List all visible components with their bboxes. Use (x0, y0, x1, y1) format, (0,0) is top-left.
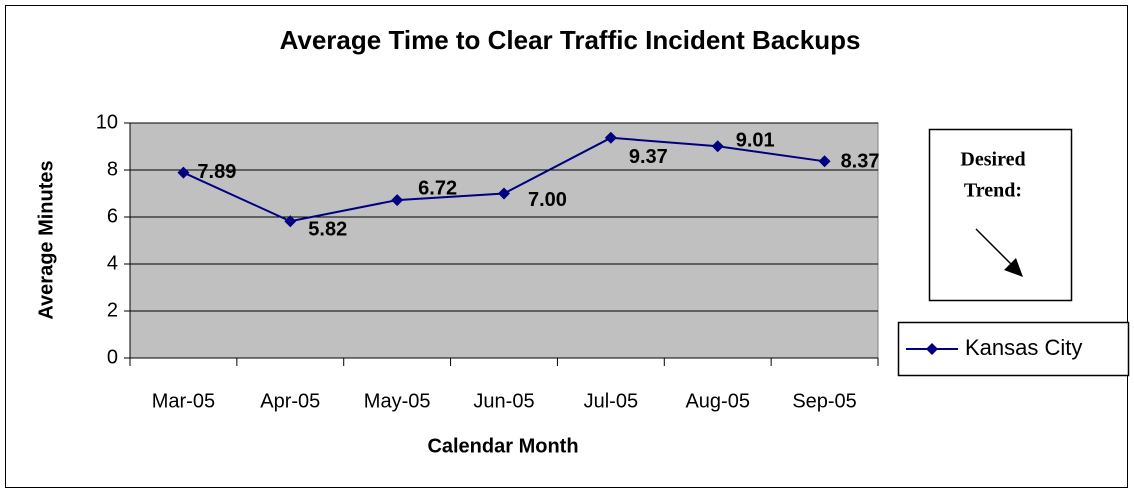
y-tick-label: 8 (107, 158, 118, 180)
y-axis-label: Average Minutes (35, 160, 57, 319)
data-label: 9.37 (629, 146, 668, 168)
x-tick-label: Jul-05 (584, 390, 638, 412)
x-tick-label: Aug-05 (685, 390, 750, 412)
x-tick-label: Mar-05 (152, 390, 215, 412)
x-tick-label: May-05 (364, 390, 431, 412)
data-label: 9.01 (736, 130, 775, 152)
data-point (498, 187, 510, 200)
annotation-frame (928, 128, 1073, 302)
x-tick-label: Sep-05 (792, 390, 857, 412)
data-point (284, 215, 297, 228)
data-point (604, 131, 617, 144)
annotation-text: Desired (960, 149, 1025, 171)
plot-area (129, 122, 879, 359)
annotation-box: Desired Trend: (928, 128, 1073, 302)
y-tick-label: 10 (96, 111, 118, 133)
y-tick-label: 0 (107, 346, 118, 368)
y-tick-label: 6 (107, 205, 118, 227)
data-label: 7.89 (197, 161, 236, 183)
data-point (818, 155, 831, 168)
x-tick-label: Apr-05 (260, 390, 320, 412)
y-tick-label: 4 (107, 252, 118, 274)
legend: Kansas City (897, 321, 1130, 377)
x-axis-label: Calendar Month (427, 435, 578, 457)
chart-title: Average Time to Clear Traffic Incident B… (280, 25, 861, 55)
legend-marker (926, 343, 938, 355)
legend-frame (897, 321, 1130, 377)
data-label: 5.82 (308, 219, 347, 241)
trend-arrow-shaft (975, 228, 1013, 266)
data-label: 7.00 (528, 189, 567, 211)
data-point (711, 140, 724, 153)
data-point (391, 194, 404, 207)
data-label: 6.72 (418, 177, 457, 199)
y-tick-label: 2 (107, 299, 118, 321)
data-point (177, 166, 190, 179)
trend-arrow-head (1004, 258, 1023, 277)
annotation-text: Trend: (964, 180, 1022, 202)
legend-label: Kansas City (965, 335, 1082, 360)
data-label: 8.37 (841, 151, 880, 173)
x-tick-label: Jun-05 (473, 390, 534, 412)
